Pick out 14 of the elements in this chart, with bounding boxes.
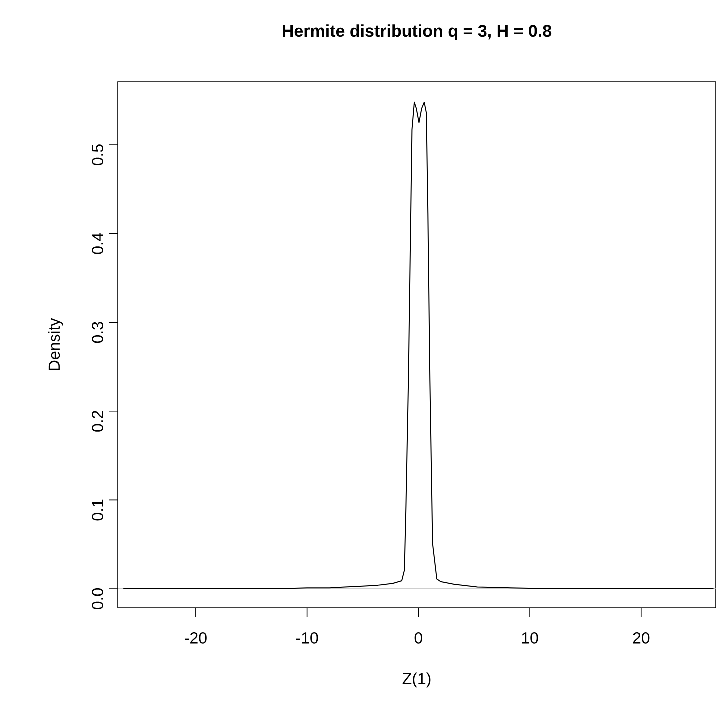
x-tick-label: 20 [633,632,650,644]
y-tick-label: 0.3 [92,322,104,344]
x-axis-title: Z(1) [402,672,431,688]
y-tick-label: 0.0 [92,588,104,610]
x-tick-label: 0 [414,632,423,644]
y-tick-label: 0.2 [92,411,104,432]
y-tick-label: 0.4 [92,233,104,254]
y-tick-label: 0.1 [92,500,104,521]
chart-title: Hermite distribution q = 3, H = 0.8 [283,24,552,40]
x-tick-label: 10 [522,632,538,644]
x-tick-label: -10 [296,632,318,644]
y-axis-title: Density [48,318,64,370]
x-tick-label: -20 [185,632,207,644]
y-tick-label: 0.5 [92,144,104,166]
